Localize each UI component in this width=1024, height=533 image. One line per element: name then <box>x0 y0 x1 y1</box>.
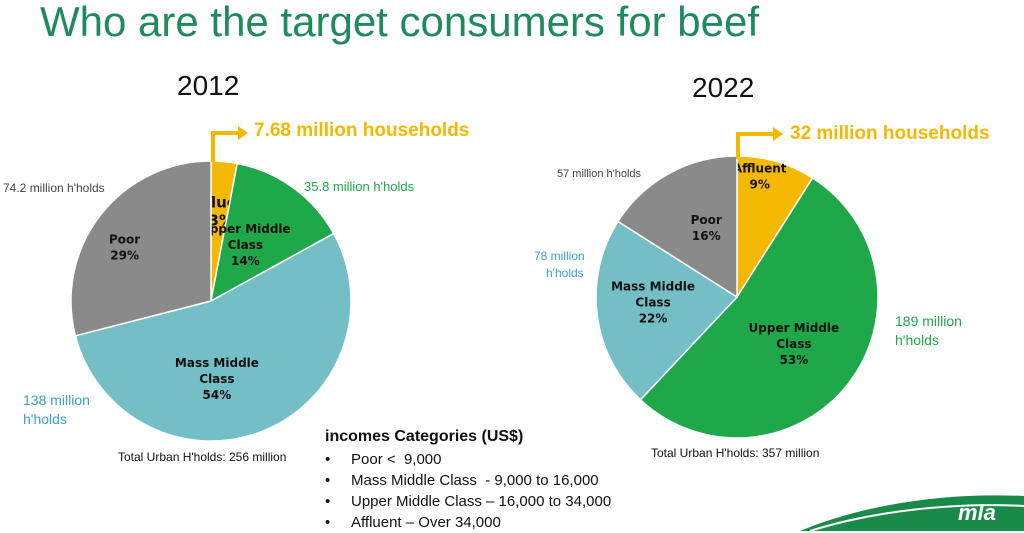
annotation-mass-middle-2012: 138 million h'holds <box>23 391 90 429</box>
slide-title: Who are the target consumers for beef <box>40 0 760 45</box>
slice-label-poor: Poor 16% <box>691 213 722 243</box>
pie-slice-mass_middle <box>595 220 739 401</box>
chart-2012-title: 2012 <box>177 70 240 101</box>
pie-slice-mass_middle <box>74 232 352 442</box>
income-category-item: Upper Middle Class – 16,000 to 34,000 <box>325 491 611 512</box>
income-category-item: Poor < 9,000 <box>325 449 611 470</box>
slice-label-mass_middle: Mass Middle Class 22% <box>611 280 695 326</box>
total-2012: Total Urban H'holds: 256 million <box>118 450 287 464</box>
annotation-affluent-2012: 7.68 million households <box>254 120 470 141</box>
pie-slice-upper_middle <box>639 176 879 439</box>
slice-label-affluent: Affluent 9% <box>733 161 787 191</box>
income-category-item: Affluent – Over 34,000 <box>325 512 611 533</box>
annotation-line: 138 million <box>23 392 90 408</box>
chart-2022-title: 2022 <box>692 72 755 103</box>
slice-label-mass_middle: Mass Middle Class 54% <box>175 356 259 402</box>
income-categories-title: incomes Categories (US$) <box>325 428 524 445</box>
annotation-line: h'holds <box>23 411 67 427</box>
income-categories: incomes Categories (US$) Poor < 9,000 Ma… <box>325 428 611 533</box>
annotation-poor-2022: 57 million h'holds <box>557 168 642 180</box>
mla-logo: mla <box>958 500 996 525</box>
slice-label-upper_middle: Upper Middle Class 53% <box>749 321 840 367</box>
arrow-affluent-2012 <box>211 126 248 162</box>
mla-logo-swoosh <box>800 495 1024 531</box>
pie-slice-upper_middle <box>209 162 335 303</box>
annotation-mass-middle-2022: 78 million h'holds <box>534 248 585 282</box>
pie-chart-2022: Affluent 9% Upper Middle Class 53% Mass Middl… <box>595 155 879 439</box>
annotation-line: h'holds <box>895 332 939 348</box>
annotation-line: 189 million <box>895 313 962 329</box>
pie-slice-poor <box>616 155 738 299</box>
arrow-affluent-2022 <box>736 127 783 159</box>
pie-chart-2012: Affluent 3%Upper Middle Class 14%Mass Middl… <box>70 160 352 442</box>
annotation-upper-middle-2012: 35.8 million h'holds <box>304 179 415 194</box>
annotation-affluent-2022: 32 million households <box>790 123 990 144</box>
slice-label-upper_middle: Upper Middle Class 14% <box>200 222 291 268</box>
annotation-line: 78 million <box>534 249 585 263</box>
slice-label-poor: Poor 29% <box>109 233 140 263</box>
annotation-poor-2012: 74.2 million h'holds <box>3 181 105 195</box>
annotation-line: h'holds <box>546 266 584 280</box>
income-category-item: Mass Middle Class - 9,000 to 16,000 <box>325 470 611 491</box>
total-2022: Total Urban H'holds: 357 million <box>651 446 820 460</box>
pie-slice-poor <box>70 160 212 337</box>
annotation-upper-middle-2022: 189 million h'holds <box>895 312 962 350</box>
